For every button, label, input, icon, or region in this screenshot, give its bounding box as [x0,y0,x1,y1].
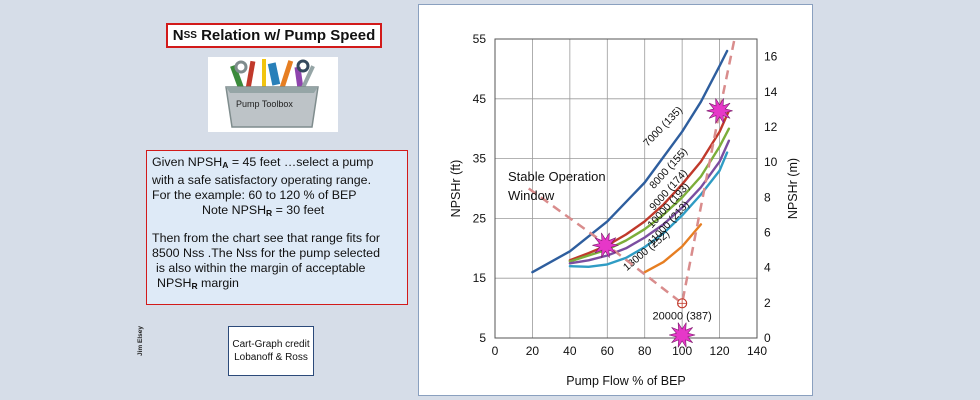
given-line-8: NPSHR margin [157,276,239,291]
x-tick-label: 100 [672,344,692,358]
point-label: 20000 (387) [652,310,711,322]
starburst-marker [669,322,696,348]
given-text-box: Given NPSHA = 45 feet …select a pump wit… [146,150,408,305]
title-prefix: N [172,27,184,44]
y-tick-label: 45 [473,92,487,106]
y2-tick-label: 10 [764,155,778,169]
stable-window-label: Stable Operation [508,169,606,184]
y2-tick-label: 12 [764,120,778,134]
y2-tick-label: 8 [764,190,771,204]
stable-window-label: Window [508,188,555,203]
given-line-3: For the example: 60 to 120 % of BEP [152,188,357,202]
y-tick-label: 55 [473,32,487,46]
credit-line-1: Cart-Graph credit [232,339,310,350]
given-line-7: is also within the margin of acceptable [156,261,366,275]
y-tick-label: 15 [473,271,487,285]
series-line-0 [531,49,729,274]
given-line-1: Given NPSHA = 45 feet …select a pump [152,155,374,170]
y2-tick-label: 6 [764,225,771,239]
credit-line-2: Lobanoff & Ross [234,352,308,363]
title-subscript: SS [183,30,197,41]
credit-box: Cart-Graph credit Lobanoff & Ross [228,326,314,376]
x-tick-label: 140 [747,344,767,358]
x-tick-label: 40 [563,344,577,358]
y2-tick-label: 4 [764,261,771,275]
starburst-marker [592,232,619,258]
slide-title: N SS Relation w/ Pump Speed [166,23,382,48]
y-tick-label: 5 [479,331,486,345]
series-line-3 [568,139,731,265]
y2-tick-label: 0 [764,331,771,345]
series-label-0: 7000 (135) [641,104,685,149]
given-line-4: Note NPSHR = 30 feet [202,203,325,218]
given-line-6: 8500 Nss .The Nss for the pump selected [152,246,380,260]
y-tick-label: 35 [473,152,487,166]
author-label: Jim Elsey [137,326,144,356]
x-tick-label: 20 [526,344,540,358]
pump-toolbox-image: Pump Toolbox [208,57,338,132]
chart-panel: 0 20 40 60 80 100 120 140 5 15 25 35 45 55 0 2 4 6 8 10 12 14… [418,4,813,396]
title-rest: Relation w/ Pump Speed [196,27,376,44]
x-tick-label: 60 [601,344,615,358]
given-line-5: Then from the chart see that range fits … [152,231,380,245]
y2-tick-label: 14 [764,85,778,99]
y2-axis-title: NPSHr (m) [786,158,800,219]
npshr-chart: 0 20 40 60 80 100 120 140 5 15 25 35 45 55 0 2 4 6 8 10 12 14… [449,32,800,388]
y2-tick-label: 2 [764,296,771,310]
x-axis-title: Pump Flow % of BEP [566,374,686,388]
y2-tick-label: 16 [764,50,778,64]
y-tick-label: 25 [473,211,487,225]
starburst-marker [706,98,733,125]
series-line-4 [568,151,729,268]
x-tick-label: 120 [710,344,730,358]
toolbox-label: Pump Toolbox [236,99,293,109]
stable-window-dashed-line [527,38,736,306]
x-tick-label: 0 [492,344,499,358]
series-line-5 [643,223,703,274]
y-axis-title: NPSHr (ft) [449,160,463,218]
x-tick-label: 80 [638,344,652,358]
plot-frame [494,38,758,339]
given-line-2: with a safe satisfactory operating range… [152,173,372,187]
